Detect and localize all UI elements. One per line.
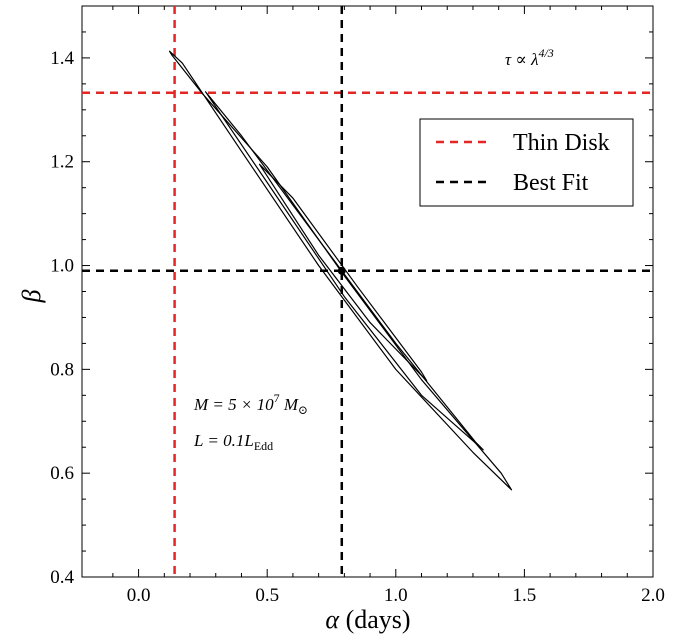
ticks [82,6,654,578]
legend-box [419,118,634,207]
y-tick-label: 0.8 [50,359,74,380]
luminosity-annotation: L = 0.1LEdd [193,431,273,453]
scaling-annotation: τ ∝ λ4/3 [505,46,554,69]
reference-lines [82,6,653,577]
mass-annotation: M = 5 × 107 M⊙ [193,391,308,417]
points [337,266,346,275]
x-tick-label: 1.0 [384,585,408,606]
y-tick-label: 1.4 [50,48,74,69]
x-tick-label: 2.0 [641,585,665,606]
contour-middle [204,91,484,451]
x-axis-label: α (days) [325,605,410,634]
contours [168,50,513,491]
legend-label-thin-disk: Thin Disk [513,130,610,156]
contour-inner [258,163,428,382]
x-tick-label: 0.0 [127,585,151,606]
y-tick-label: 1.2 [50,152,74,173]
legend: Thin Disk Best Fit [419,118,634,207]
x-tick-label: 0.5 [255,585,279,606]
y-tick-label: 0.6 [50,463,74,484]
y-axis-label: β [17,289,46,303]
contour-outer [168,50,513,491]
y-tick-label: 1.0 [50,256,74,277]
y-tick-label: 0.4 [50,567,74,588]
x-tick-label: 1.5 [513,585,537,606]
legend-label-best-fit: Best Fit [513,170,589,196]
tick-labels: 0.0 0.5 1.0 1.5 2.0 0.4 0.6 0.8 1.0 1.2 1.4 [50,48,665,606]
best-fit-point [337,266,346,275]
